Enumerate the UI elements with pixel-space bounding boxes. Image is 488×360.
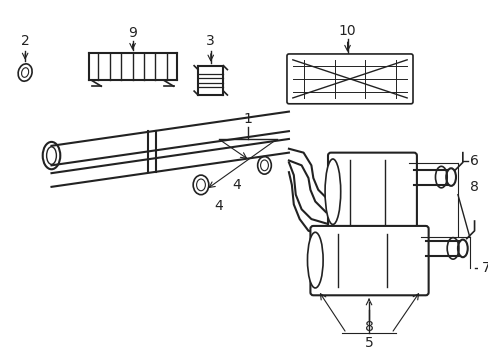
Ellipse shape [307, 232, 323, 288]
Text: 7: 7 [480, 261, 488, 275]
Text: 5: 5 [364, 336, 373, 350]
Text: 8: 8 [468, 180, 478, 194]
FancyBboxPatch shape [286, 54, 412, 104]
Text: 10: 10 [338, 24, 356, 39]
Text: 1: 1 [243, 112, 252, 126]
Text: 8: 8 [364, 320, 373, 334]
Text: 6: 6 [468, 154, 478, 168]
FancyBboxPatch shape [327, 153, 416, 232]
Text: 9: 9 [128, 26, 137, 40]
FancyBboxPatch shape [310, 226, 428, 295]
Text: 3: 3 [206, 34, 215, 48]
Text: 4: 4 [232, 178, 241, 192]
Ellipse shape [325, 159, 340, 224]
Text: 4: 4 [214, 199, 223, 213]
Text: 2: 2 [20, 34, 29, 48]
